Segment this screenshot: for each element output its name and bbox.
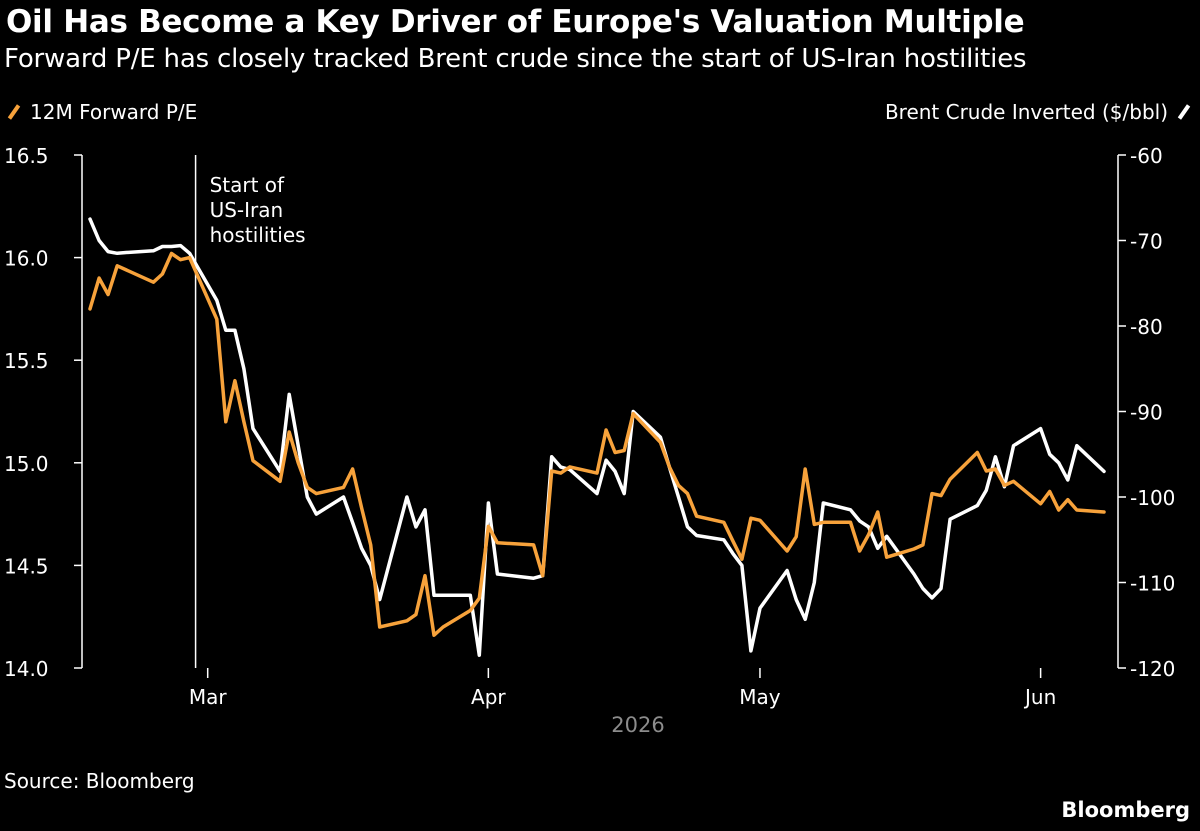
right-axis-tick-label: -70 <box>1130 230 1163 254</box>
chart-title: Oil Has Become a Key Driver of Europe's … <box>6 4 1025 40</box>
annotation-text: Start of <box>210 173 285 197</box>
right-axis-tick-label: -120 <box>1130 657 1175 681</box>
series-line-forward-pe <box>88 251 1106 637</box>
annotation-text: US-Iran <box>210 198 284 222</box>
x-axis-tick-label: Mar <box>189 685 228 709</box>
right-axis-tick-label: -100 <box>1130 486 1175 510</box>
left-axis-tick-label: 16.0 <box>4 247 49 271</box>
series-line-brent-inverted <box>88 217 1106 657</box>
right-axis-tick-label: -90 <box>1130 401 1163 425</box>
brand-logo: Bloomberg <box>1061 798 1190 822</box>
chart-subtitle: Forward P/E has closely tracked Brent cr… <box>4 44 1027 74</box>
legend-label-brent: Brent Crude Inverted ($/bbl) <box>884 100 1168 124</box>
legend-left: 12M Forward P/E <box>6 100 197 124</box>
right-axis-tick-label: -60 <box>1130 144 1163 168</box>
x-axis-tick-label: Apr <box>471 685 506 709</box>
left-axis-tick-label: 15.5 <box>4 349 49 373</box>
legend-label-pe: 12M Forward P/E <box>30 100 198 124</box>
left-axis-tick-label: 15.0 <box>4 452 49 476</box>
x-axis-title: 2026 <box>611 713 664 737</box>
legend-right: Brent Crude Inverted ($/bbl) <box>885 100 1192 124</box>
left-axis-tick-label: 14.5 <box>4 554 49 578</box>
right-axis-tick-label: -80 <box>1130 315 1163 339</box>
left-axis-tick-label: 14.0 <box>4 657 49 681</box>
x-axis-tick-label: May <box>739 685 781 709</box>
source-note: Source: Bloomberg <box>4 769 195 793</box>
left-axis-tick-label: 16.5 <box>4 144 49 168</box>
x-axis-tick-label: Jun <box>1023 685 1056 709</box>
annotation-text: hostilities <box>210 223 306 247</box>
right-axis-tick-label: -110 <box>1130 572 1175 596</box>
